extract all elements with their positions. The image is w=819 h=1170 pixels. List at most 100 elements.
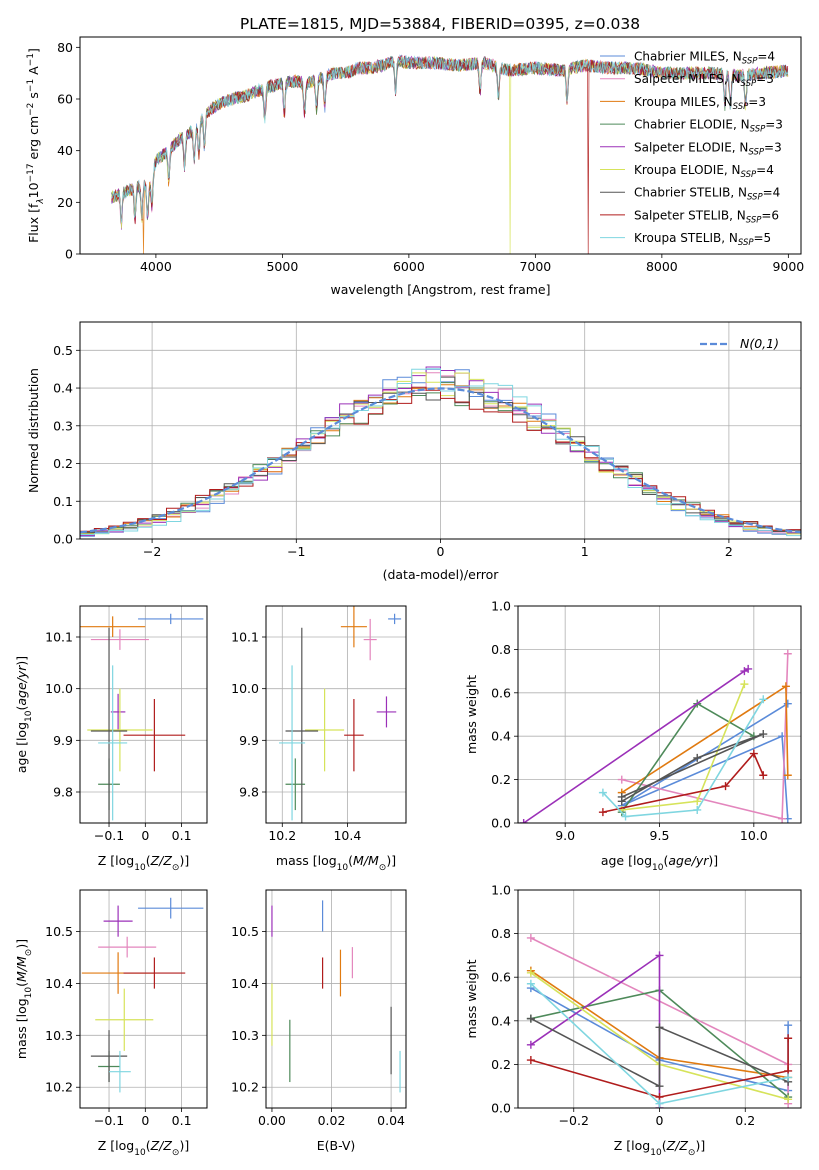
weight_vs_Z-x-label-part: )] [695, 1138, 705, 1153]
x-tick-label: 7000 [519, 259, 551, 274]
plot-area [80, 613, 204, 823]
y-tick-label: 0.4 [53, 381, 73, 396]
panel-weight_vs_age: 9.0 9.5 10.0 0.0 0.2 0.4 0.6 0.8 1.0 age [log10(a… [464, 599, 802, 873]
weight_vs_Z-x-label-part: ⊙ [688, 1148, 696, 1158]
spectrum-y-label-part: −1 [26, 79, 36, 92]
x-tick-label: 10.0 [740, 828, 768, 843]
legend-sub: SSP [741, 170, 757, 180]
y-tick-label: 10.3 [45, 1028, 73, 1043]
x-tick-label: −0.2 [559, 1113, 589, 1128]
histogram-salpeter-stelib [80, 386, 801, 532]
legend-count: =6 [761, 208, 779, 222]
y-tick-label: 0.0 [491, 816, 511, 831]
legend-sub: SSP [733, 102, 749, 112]
weight_vs_age-x-label-part: 10 [652, 863, 664, 873]
spectrum-y-label: Flux [fλ10−17 erg cm−2 s−1 A−1] [26, 48, 46, 243]
legend-sub: SSP [750, 125, 766, 135]
errorbar-kroupa-elodie [305, 688, 345, 772]
age_vs_Z-x-label: Z [log10(Z/Z⊙)] [98, 853, 189, 873]
x-tick-label: 0.1 [172, 828, 192, 843]
errorbar-kroupa-elodie [95, 988, 154, 1051]
weight-point [526, 979, 535, 988]
weight_vs_age-x-label: age [log10(age/yr)] [601, 853, 718, 873]
spectrum-y-label-part: erg cm [26, 116, 41, 164]
spectrum-y-label-part: λ [36, 198, 46, 204]
weight-line [602, 752, 765, 813]
age_vs_mass-x-label-part: ⊙ [379, 863, 387, 873]
weight-point [526, 1014, 535, 1023]
panel-age_vs_mass: 10.2 10.4 9.8 9.9 10.0 10.1 mass [log10(M/M⊙)] [231, 605, 407, 873]
weight-point [526, 1040, 535, 1049]
age_vs_Z-y-label-part: )] [14, 656, 29, 666]
errorbar-kroupa-miles [80, 616, 146, 637]
mass_vs_Z-y-label-part: )] [14, 939, 29, 949]
legend-label-chabrier-miles: Chabrier MILES, NSSP=4 [634, 50, 775, 67]
weight_vs_age-x-label-part: age [log [601, 853, 652, 868]
weight-point [655, 1099, 664, 1108]
weight-series-salpeter-stelib [598, 749, 768, 817]
weight-point [721, 782, 730, 791]
y-tick-label: 9.8 [239, 785, 259, 800]
weight-point [693, 805, 702, 814]
legend-count: =3 [748, 95, 766, 109]
errorbar-kroupa-stelib [279, 665, 306, 821]
y-tick-label: 1.0 [491, 883, 511, 898]
y-tick-label: 0.5 [53, 343, 73, 358]
weight-point [526, 1056, 535, 1065]
plot-area [279, 606, 402, 823]
legend-count: =3 [756, 72, 774, 86]
weight-line [602, 698, 764, 818]
spectrum-y-label-part: −17 [26, 163, 36, 182]
y-tick-label: 0.8 [491, 642, 511, 657]
legend-label-chabrier-elodie: Chabrier ELODIE, NSSP=3 [634, 118, 783, 135]
y-tick-label: 9.8 [53, 785, 73, 800]
x-tick-label: 8000 [646, 259, 678, 274]
axes-frame [265, 605, 407, 824]
age_vs_Z-y-label: age [log10(age/yr)] [14, 656, 34, 773]
age_vs_Z-x-label-part: )] [179, 853, 189, 868]
legend-text: Chabrier MILES, N [634, 50, 742, 64]
legend-label-salpeter-stelib: Salpeter STELIB, NSSP=6 [634, 208, 779, 225]
weight-line [530, 1017, 789, 1088]
weight-point [693, 753, 702, 762]
age_vs_Z-x-label-part: Z [log [98, 853, 134, 868]
x-tick-label: 0.00 [258, 1113, 286, 1128]
spectrum-y-label-part: −2 [26, 103, 36, 116]
plot-area [81, 897, 204, 1093]
legend-count: =4 [756, 163, 774, 177]
age_vs_mass-x-label-part: ( [348, 853, 353, 868]
x-tick-label: 10.2 [268, 828, 296, 843]
panel-mass_vs_ebv: 0.00 0.02 0.04 10.2 10.3 10.4 10.5 E(B-V) [231, 889, 407, 1153]
age_vs_Z-x-label-part: 10 [134, 863, 146, 873]
x-tick-label: 9.5 [650, 828, 670, 843]
spectrum-y-label-part: ] [26, 48, 41, 53]
weight-point [781, 682, 790, 691]
legend-label-kroupa-stelib: Kroupa STELIB, NSSP=5 [634, 231, 771, 248]
y-tick-label: 80 [57, 40, 73, 55]
legend-sub: SSP [748, 147, 764, 157]
x-tick-label: −0.1 [94, 1113, 124, 1128]
y-tick-label: 0.2 [53, 456, 73, 471]
age_vs_Z-y-label-part: 10 [24, 710, 34, 722]
weight-point [783, 699, 792, 708]
age_vs_mass-x-label: mass [log10(M/M⊙)] [276, 853, 396, 873]
mass_vs_Z-x-label-part: Z/Z [150, 1138, 173, 1153]
x-tick-label: 9000 [772, 259, 804, 274]
axes-frame [265, 889, 407, 1109]
y-tick-label: 1.0 [491, 599, 511, 614]
legend-count: =3 [764, 140, 782, 154]
age_vs_Z-x-label-part: Z/Z [150, 853, 173, 868]
y-tick-label: 10.4 [231, 976, 259, 991]
y-tick-label: 20 [57, 195, 73, 210]
spectrum-line-kroupa-stelib [111, 54, 789, 223]
weight-point [749, 749, 758, 758]
x-tick-label: 0.1 [172, 1113, 192, 1128]
age_vs_Z-x-label-part: ( [146, 853, 151, 868]
errorbar-kroupa-miles [340, 606, 367, 648]
weight-point [784, 1021, 793, 1030]
weight-point [617, 775, 626, 784]
legend-text: Salpeter STELIB, N [634, 208, 746, 222]
mass_vs_Z-y-label-part: ( [14, 982, 29, 987]
